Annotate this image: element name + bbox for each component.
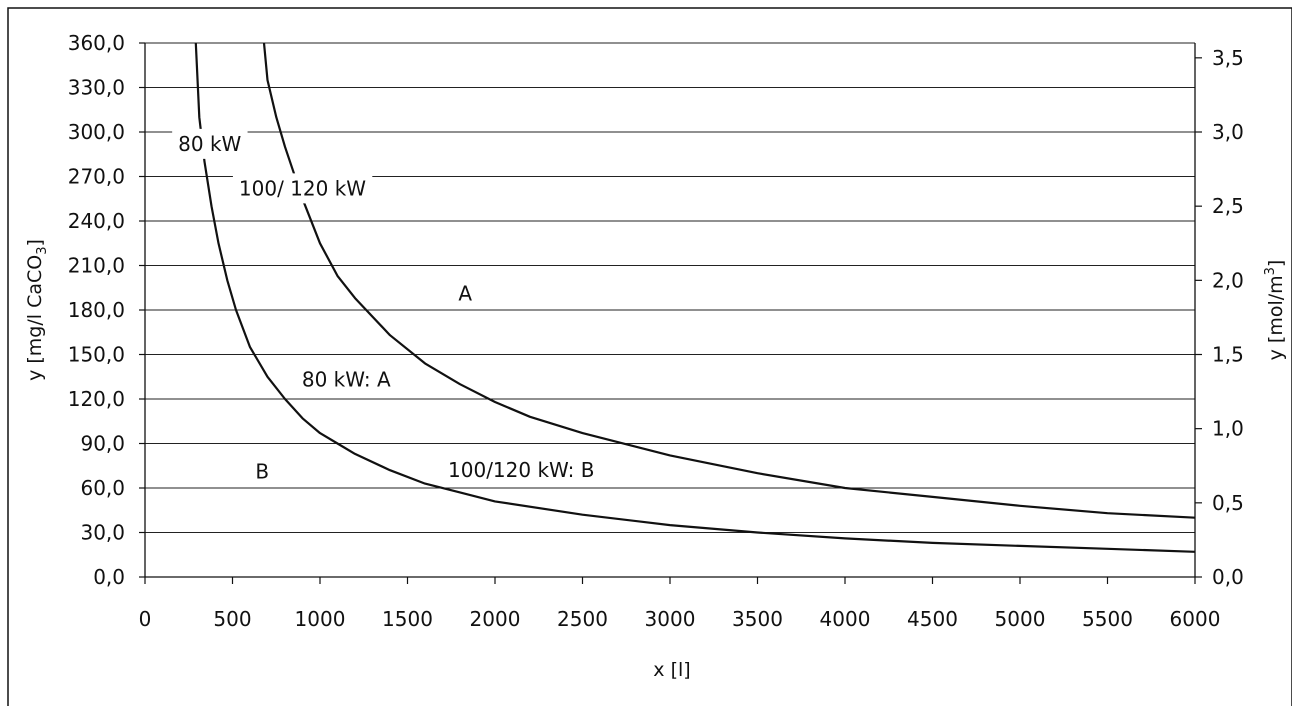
annotation-background bbox=[452, 278, 479, 309]
y-right-tick-label: 0,0 bbox=[1212, 565, 1244, 589]
x-tick-label: 5000 bbox=[995, 607, 1046, 631]
y-left-tick-label: 0,0 bbox=[93, 565, 125, 589]
y-left-axis-label-main: y [mg/l CaCO bbox=[24, 255, 46, 381]
y-right-tick-label: 3,5 bbox=[1212, 46, 1244, 70]
y-left-tick-label: 30,0 bbox=[80, 521, 125, 545]
x-axis-label: x [l] bbox=[653, 659, 690, 681]
y-left-tick-label: 240,0 bbox=[68, 209, 125, 233]
y-right-tick-label: 0,5 bbox=[1212, 491, 1244, 515]
y-left-tick-label: 270,0 bbox=[68, 165, 125, 189]
x-tick-label: 1500 bbox=[382, 607, 433, 631]
y-right-axis-label-main: y [mol/m bbox=[1265, 275, 1287, 360]
x-tick-label: 3000 bbox=[645, 607, 696, 631]
axes: 0,0 30,0 60,0 90,0 120,0 150,0 180,0 210,0 240,0… bbox=[68, 31, 1244, 631]
y-left-tick-label: 330,0 bbox=[68, 76, 125, 100]
y-right-axis-label-end: ] bbox=[1265, 260, 1287, 267]
x-tick-label: 500 bbox=[213, 607, 251, 631]
y-left-axis-label-end: ] bbox=[24, 239, 46, 246]
y-left-tick-label: 150,0 bbox=[68, 343, 125, 367]
x-tick-label: 6000 bbox=[1170, 607, 1221, 631]
outer-frame bbox=[7, 7, 1292, 706]
y-left-tick-label: 180,0 bbox=[68, 298, 125, 322]
annotation-background bbox=[442, 455, 601, 486]
annotation-label: 100/ 120 kW bbox=[239, 176, 366, 200]
x-tick-label: 3500 bbox=[732, 607, 783, 631]
x-tick-label: 5500 bbox=[1082, 607, 1133, 631]
x-tick-label: 4500 bbox=[907, 607, 958, 631]
y-left-tick-label: 120,0 bbox=[68, 387, 125, 411]
annotation-label: 100/120 kW: B bbox=[448, 458, 594, 482]
y-left-tick-label: 90,0 bbox=[80, 432, 125, 456]
y-left-tick-label: 300,0 bbox=[68, 120, 125, 144]
series-group bbox=[194, 42, 1196, 553]
y-right-tick-label: 3,0 bbox=[1212, 120, 1244, 144]
y-right-axis-label: y [mol/m3] bbox=[1263, 260, 1287, 361]
y-left-tick-label: 60,0 bbox=[80, 476, 125, 500]
series-line-0 bbox=[194, 42, 1196, 553]
y-right-tick-label: 2,0 bbox=[1212, 268, 1244, 292]
annotations-group: 80 kW 100/ 120 kW A 80 kW: A B 100/120 kW: B bbox=[172, 128, 601, 487]
annotation-label: 80 kW: A bbox=[302, 368, 391, 392]
annotation-label: A bbox=[458, 282, 472, 306]
annotation-label: B bbox=[255, 460, 269, 484]
y-right-tick-label: 2,5 bbox=[1212, 194, 1244, 218]
y-left-axis-label-sub: 3 bbox=[35, 247, 50, 255]
y-left-tick-label: 210,0 bbox=[68, 254, 125, 278]
y-right-tick-label: 1,0 bbox=[1212, 417, 1244, 441]
x-tick-label: 0 bbox=[139, 607, 152, 631]
y-right-tick-label: 1,5 bbox=[1212, 343, 1244, 367]
series-line-1 bbox=[262, 42, 1196, 519]
grid-lines bbox=[145, 42, 1195, 533]
x-tick-label: 4000 bbox=[820, 607, 871, 631]
x-tick-label: 1000 bbox=[295, 607, 346, 631]
annotation-background bbox=[249, 456, 276, 487]
x-tick-label: 2500 bbox=[557, 607, 608, 631]
y-right-axis-label-sup: 3 bbox=[1263, 267, 1278, 275]
annotation-background bbox=[295, 364, 397, 395]
y-left-tick-label: 360,0 bbox=[68, 31, 125, 55]
x-tick-label: 2000 bbox=[470, 607, 521, 631]
annotation-label: 80 kW bbox=[178, 132, 241, 156]
annotation-background bbox=[232, 173, 373, 204]
y-left-axis-label: y [mg/l CaCO3] bbox=[24, 239, 50, 381]
annotation-background bbox=[172, 128, 248, 159]
